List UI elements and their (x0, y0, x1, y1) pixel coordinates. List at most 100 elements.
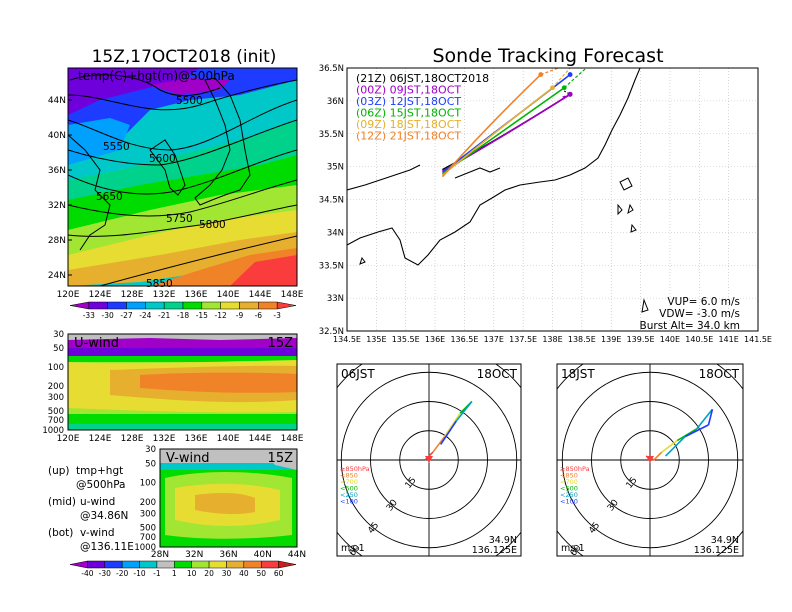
colorbar-swatch (145, 301, 165, 310)
colorbar-swatch (260, 560, 279, 569)
v-wind-frame (159, 448, 298, 548)
note-mid-key: (mid) (48, 496, 76, 508)
u-wind-lon-ticks: 120E 124E 128E 132E 136E 140E 144E 148E (57, 434, 304, 444)
colorbar-label: -6 (255, 311, 263, 320)
v-wind-lat-ticks: 28N 32N 36N 40N 44N (151, 550, 306, 560)
burst-point (567, 91, 573, 97)
lon-tick-label: 139E (601, 335, 621, 344)
contour-labels: 5500 5550 5600 5650 5750 5800 5850 (96, 95, 226, 290)
note-bot-key: (bot) (48, 527, 73, 539)
lat-tick-label: 32.5N (319, 327, 344, 337)
map-frame (67, 67, 298, 287)
contour-label: 5650 (96, 191, 123, 203)
tracking-lat-ticks: 36.5N 36N 35.5N 35N 34.5N 34N 33.5N 33N 32.5N (319, 64, 344, 337)
lat-tick-label: 34.5N (319, 196, 344, 206)
colorbar-label: -1 (153, 569, 161, 578)
colorbar-label: -15 (196, 311, 208, 320)
lon-tick-label: 135E (366, 335, 386, 344)
colorbar-label: 30 (222, 569, 232, 578)
burst-point (538, 72, 544, 77)
pressure-tick-label: 300 (140, 509, 156, 519)
ascent-track (441, 87, 553, 176)
v-wind-time: 15Z (268, 451, 294, 466)
note-up-key: (up) (48, 465, 70, 477)
lon-tick-label: 120E (57, 434, 80, 444)
colorbar-swatch (121, 560, 140, 569)
hodograph-segment (432, 436, 446, 453)
colorbar-swatch (258, 301, 278, 310)
hodo-lon: 136.125E (694, 545, 739, 556)
run-legend-entry: (12Z) 21JST,18OCT (356, 130, 461, 143)
lat-tick-label: 44N (288, 550, 306, 560)
note-up-line1: tmp+hgt (76, 465, 123, 477)
lon-tick-label: 128E (121, 434, 144, 444)
u-wind-field (68, 334, 297, 430)
ring-label: 45 (366, 521, 381, 536)
lat-tick-label: 35.5N (319, 130, 344, 140)
colorbar-swatch (182, 301, 203, 310)
lat-tick-label: 24N (48, 271, 66, 281)
note-mid-line2: @34.86N (80, 510, 128, 522)
pressure-tick-label: 50 (145, 459, 156, 469)
colorbar-swatch (126, 301, 146, 310)
colorbar-label: -18 (177, 311, 189, 320)
island (619, 177, 633, 191)
colorbar-swatch (243, 560, 262, 569)
pressure-tick-label: 500 (48, 407, 64, 417)
v-wind-field (160, 449, 297, 547)
surface-marker (646, 456, 654, 463)
map-title: 15Z,17OCT2018 (init) (92, 47, 277, 67)
sonde-parameters: VUP= 6.0 m/s VDW= -3.0 m/s Burst Alt= 34… (640, 296, 740, 332)
coastline (454, 167, 501, 179)
hodograph-segment (455, 401, 473, 422)
lat-tick-label: 36N (48, 166, 66, 176)
island (359, 256, 366, 265)
lat-tick-label: 36N (219, 550, 237, 560)
lon-tick-label: 124E (89, 290, 112, 300)
colorbar-label: 10 (187, 569, 197, 578)
lon-tick-label: 144E (249, 290, 272, 300)
tracking-title: Sonde Tracking Forecast (432, 45, 663, 67)
note-mid-line1: u-wind (80, 496, 115, 508)
hodo-date: 18OCT (699, 367, 740, 381)
colorbar-label: -27 (120, 311, 132, 320)
ring-label: 30 (385, 498, 400, 513)
note-bot-line1: v-wind (80, 527, 115, 539)
colorbar-label: -40 (81, 569, 93, 578)
lon-tick-label: 136E (185, 434, 208, 444)
island (617, 203, 623, 216)
lat-tick-label: 36N (327, 97, 344, 107)
level-legend-entry: <500 (560, 485, 578, 493)
hodo-lat: 34.9N (711, 535, 739, 546)
contour-label: 5850 (146, 278, 173, 290)
hodo-unit: ms-1 (561, 543, 585, 554)
tracking-frame (346, 67, 759, 332)
lon-tick-label: 138.5E (568, 335, 596, 344)
colorbar-swatch (174, 560, 192, 569)
colorbar-label: -21 (158, 311, 170, 320)
level-legend-entry: <700 (340, 478, 358, 486)
hodograph-segment (443, 412, 461, 438)
lat-tick-label: 34N (327, 228, 344, 238)
colorbar-swatch (69, 301, 90, 310)
colorbar-swatch (278, 560, 297, 569)
pressure-tick-label: 1000 (42, 426, 64, 436)
tracking-lon-ticks: 134.5E 135E 135.5E 136E 136.5E 137E 137.5E 138E… (333, 335, 772, 344)
temperature-field (68, 68, 297, 286)
hodo-date: 18OCT (477, 367, 518, 381)
colorbar-label: -30 (102, 311, 114, 320)
lon-tick-label: 134.5E (333, 335, 361, 344)
colorbar-swatch (220, 301, 240, 310)
pressure-tick-label: 100 (48, 363, 64, 373)
note-bot-line2: @136.11E (80, 541, 134, 553)
colorbar-swatch (201, 301, 221, 310)
lon-tick-label: 137E (484, 335, 504, 344)
lat-tick-label: 33N (327, 294, 344, 304)
run-legend-entry: (09Z) 18JST,18OCT (356, 118, 461, 131)
colorbar-label: 1 (172, 569, 177, 578)
pressure-tick-label: 30 (53, 330, 64, 340)
level-legend-entry: <100 (340, 498, 358, 506)
hodograph-segment (684, 424, 709, 438)
lat-tick-label: 40N (254, 550, 272, 560)
